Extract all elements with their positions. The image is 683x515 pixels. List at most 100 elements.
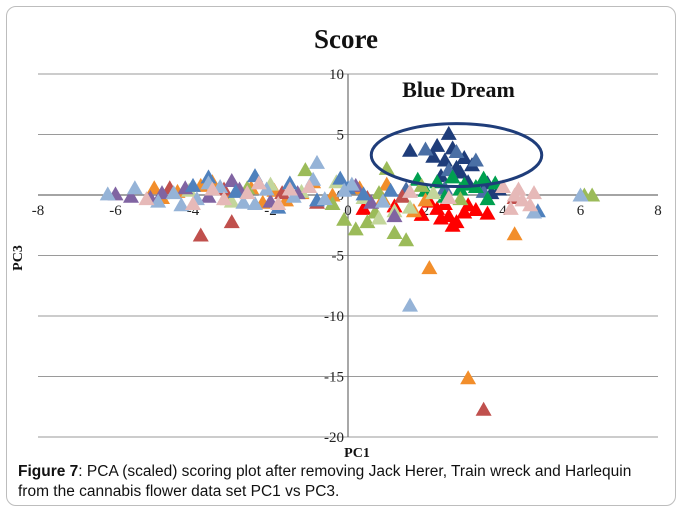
data-point — [506, 187, 523, 202]
data-point — [309, 154, 325, 169]
data-point — [417, 192, 434, 207]
x-tick-label: 4 — [499, 203, 507, 219]
data-point — [456, 204, 473, 219]
y-axis-label: PC3 — [11, 245, 26, 271]
data-point — [227, 183, 244, 198]
data-point — [371, 210, 387, 225]
data-point — [448, 143, 465, 158]
data-point — [363, 194, 380, 209]
data-point — [247, 196, 263, 210]
data-point — [440, 189, 457, 204]
data-point — [584, 187, 601, 202]
data-point — [425, 148, 442, 163]
data-point — [173, 197, 190, 212]
data-points — [99, 125, 601, 416]
data-point — [270, 196, 287, 210]
x-axis-label: PC1 — [344, 446, 370, 461]
y-tick-label: -15 — [324, 370, 344, 386]
data-point — [413, 206, 430, 221]
data-point — [355, 200, 372, 215]
data-point — [165, 185, 182, 200]
data-point — [343, 176, 360, 191]
data-point — [502, 200, 519, 215]
data-point — [433, 210, 449, 225]
data-point — [386, 225, 403, 240]
data-point — [402, 142, 418, 157]
data-point — [475, 401, 492, 416]
data-point — [402, 297, 418, 312]
data-point — [185, 196, 201, 210]
x-tick-label: -6 — [109, 203, 122, 219]
x-tick-label: -8 — [32, 203, 45, 219]
data-point — [123, 188, 139, 203]
data-point — [150, 193, 167, 208]
data-point — [216, 191, 232, 206]
annotation: Blue Dream — [369, 77, 544, 189]
data-point — [452, 191, 469, 206]
data-point — [316, 191, 333, 206]
data-point — [386, 208, 403, 223]
data-point — [297, 162, 314, 177]
data-point — [526, 185, 542, 200]
cluster-ellipse — [369, 122, 544, 189]
data-point — [479, 191, 496, 206]
data-point — [417, 141, 434, 156]
data-point — [204, 181, 221, 196]
data-point — [99, 186, 116, 201]
data-point — [495, 179, 511, 194]
data-point — [467, 152, 484, 167]
data-point — [444, 169, 461, 184]
data-point — [514, 192, 531, 207]
data-point — [394, 188, 411, 203]
data-point — [467, 202, 484, 217]
data-point — [281, 181, 298, 196]
data-point — [301, 179, 318, 194]
data-point — [460, 370, 477, 385]
y-tick-label: 5 — [337, 128, 345, 144]
x-tick-label: 8 — [654, 203, 662, 219]
data-point — [336, 211, 353, 226]
data-point — [355, 186, 372, 201]
data-point — [382, 182, 399, 197]
data-point — [425, 185, 442, 200]
data-point — [452, 181, 469, 196]
data-point — [479, 205, 496, 220]
data-point — [285, 188, 302, 203]
x-tick-label: 2 — [422, 203, 430, 219]
y-tick-label: -5 — [332, 249, 345, 265]
data-point — [239, 185, 256, 200]
data-point — [200, 188, 217, 203]
data-point — [374, 193, 391, 208]
chart-title: Score — [314, 24, 378, 54]
caption-text: : PCA (scaled) scoring plot after removi… — [18, 463, 632, 500]
cluster-label: Blue Dream — [402, 77, 515, 102]
data-point — [126, 180, 143, 195]
data-point — [258, 181, 275, 196]
data-point — [402, 199, 418, 214]
data-point — [324, 196, 341, 210]
data-point — [398, 232, 415, 247]
y-tick-label: 10 — [329, 67, 344, 83]
data-point — [347, 221, 364, 236]
data-point — [332, 170, 349, 185]
caption-label: Figure 7 — [18, 463, 79, 480]
data-point — [429, 137, 446, 152]
data-point — [250, 175, 267, 190]
data-point — [223, 173, 240, 188]
figure-caption: Figure 7: PCA (scaled) scoring plot afte… — [18, 462, 658, 502]
data-point — [359, 214, 376, 229]
data-point — [138, 191, 155, 206]
y-tick-label: -10 — [324, 309, 344, 325]
data-point — [185, 177, 201, 192]
data-point — [526, 204, 542, 219]
data-point — [572, 187, 589, 202]
data-point — [440, 125, 457, 140]
data-point — [235, 194, 252, 209]
data-point — [456, 150, 473, 165]
data-point — [336, 182, 353, 197]
data-point — [444, 217, 461, 232]
data-point — [192, 227, 209, 242]
x-tick-label: 6 — [577, 203, 585, 219]
